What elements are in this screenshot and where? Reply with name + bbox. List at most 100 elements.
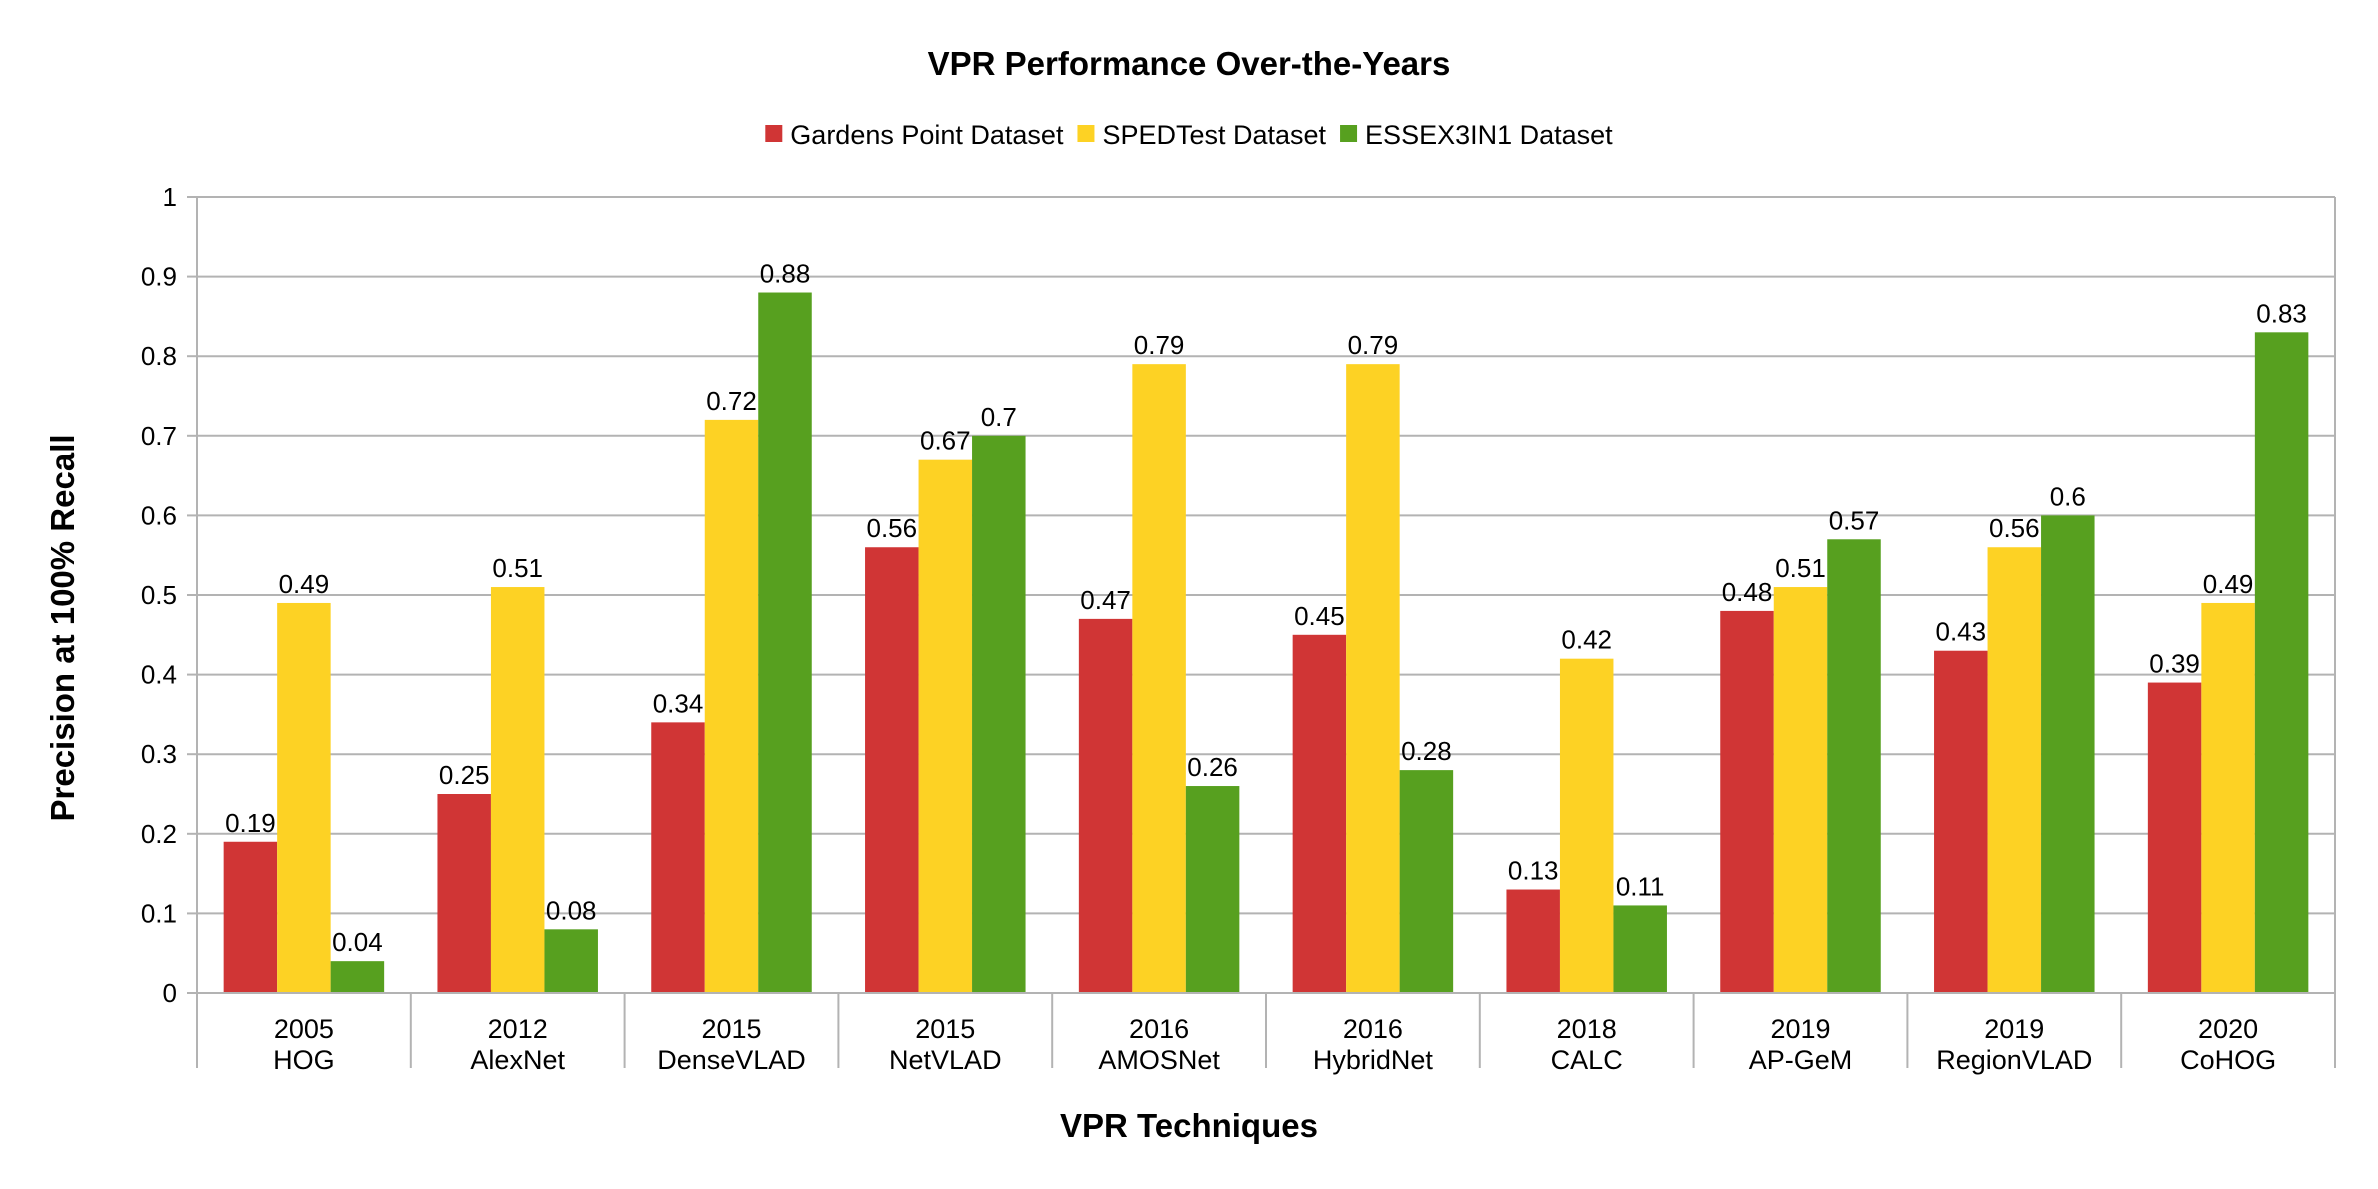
data-label: 0.48 xyxy=(1722,577,1773,607)
bar xyxy=(330,961,385,993)
legend-swatch xyxy=(765,125,783,142)
x-category-name: AMOSNet xyxy=(1098,1045,1220,1075)
y-tick-label: 0.7 xyxy=(141,421,177,451)
x-category-year: 2016 xyxy=(1129,1014,1189,1044)
data-label: 0.6 xyxy=(2050,481,2086,511)
data-label: 0.47 xyxy=(1080,585,1131,615)
x-category-year: 2016 xyxy=(1343,1014,1403,1044)
x-category-name: NetVLAD xyxy=(889,1045,1002,1075)
data-label: 0.45 xyxy=(1294,601,1345,631)
x-category-year: 2012 xyxy=(488,1014,548,1044)
y-tick-label: 0.8 xyxy=(141,341,177,371)
data-label: 0.79 xyxy=(1348,330,1399,360)
data-label: 0.04 xyxy=(332,927,383,957)
legend-label: Gardens Point Dataset xyxy=(790,120,1064,150)
y-axis-ticks: 0 0.1 0.2 0.3 0.4 0.5 0.6 0.7 0.8 0.9 1 xyxy=(141,182,177,1008)
x-category-year: 2005 xyxy=(274,1014,334,1044)
data-label: 0.72 xyxy=(706,386,757,416)
bar xyxy=(1720,610,1774,993)
legend-label: ESSEX3IN1 Dataset xyxy=(1365,120,1613,150)
y-tick-label: 0.9 xyxy=(141,262,177,292)
bar xyxy=(972,435,1026,993)
data-label: 0.49 xyxy=(2203,569,2254,599)
data-label: 0.7 xyxy=(981,402,1017,432)
bar xyxy=(1346,364,1400,993)
bar xyxy=(1185,786,1240,993)
bar xyxy=(1559,658,1614,993)
x-category-name: RegionVLAD xyxy=(1936,1045,2092,1075)
bar xyxy=(277,602,331,993)
y-tick-label: 0 xyxy=(163,978,177,1008)
y-axis-title: Precision at 100% Recall xyxy=(44,434,81,821)
bar xyxy=(2041,515,2095,993)
x-category-year: 2019 xyxy=(1984,1014,2044,1044)
bar xyxy=(1132,364,1186,993)
x-category-name: AP-GeM xyxy=(1749,1045,1853,1075)
x-category-name: CoHOG xyxy=(2180,1045,2276,1075)
data-label: 0.43 xyxy=(1935,617,1986,647)
data-label: 0.88 xyxy=(760,259,811,289)
bar xyxy=(2147,682,2202,993)
data-label: 0.51 xyxy=(492,553,543,583)
bar xyxy=(758,292,812,993)
bar xyxy=(1773,587,1828,993)
legend-item: ESSEX3IN1 Dataset xyxy=(1340,120,1613,150)
bar xyxy=(2201,602,2255,993)
legend-swatch xyxy=(1077,125,1095,142)
y-tick-label: 0.5 xyxy=(141,580,177,610)
data-label: 0.39 xyxy=(2149,649,2200,679)
data-label: 0.11 xyxy=(1616,871,1665,901)
x-category-year: 2020 xyxy=(2198,1014,2258,1044)
gridlines xyxy=(187,196,2335,994)
data-label: 0.13 xyxy=(1508,856,1559,886)
data-label: 0.08 xyxy=(546,895,597,925)
data-label: 0.79 xyxy=(1134,330,1185,360)
y-tick-label: 0.2 xyxy=(141,819,177,849)
bar xyxy=(918,459,973,993)
x-axis-categories: 2005HOG2012AlexNet2015DenseVLAD2015NetVL… xyxy=(273,1014,2276,1075)
legend-item: Gardens Point Dataset xyxy=(765,120,1064,150)
data-label: 0.42 xyxy=(1561,625,1612,655)
x-category-name: HOG xyxy=(273,1045,335,1075)
bar xyxy=(1292,634,1347,993)
y-tick-label: 1 xyxy=(163,182,177,212)
data-label: 0.26 xyxy=(1187,752,1238,782)
bar xyxy=(1506,889,1560,993)
data-label: 0.57 xyxy=(1829,505,1880,535)
bar xyxy=(437,794,491,993)
data-label: 0.34 xyxy=(653,688,704,718)
bar xyxy=(1934,650,1988,993)
data-label: 0.56 xyxy=(1989,513,2040,543)
axes xyxy=(196,197,2336,1068)
data-label: 0.56 xyxy=(866,513,917,543)
legend: Gardens Point Dataset SPEDTest Dataset ESS… xyxy=(765,120,1613,150)
legend-label: SPEDTest Dataset xyxy=(1102,120,1326,150)
data-label: 0.51 xyxy=(1775,553,1826,583)
legend-item: SPEDTest Dataset xyxy=(1077,120,1327,150)
x-category-year: 2015 xyxy=(915,1014,975,1044)
bar xyxy=(1613,905,1667,993)
bar xyxy=(1399,770,1454,993)
y-tick-label: 0.6 xyxy=(141,500,177,530)
data-label: 0.49 xyxy=(279,569,330,599)
data-labels: 0.19 0.25 0.34 0.56 0.47 0.45 0.13 0.48 0.43 0.39… xyxy=(225,259,2307,958)
bar xyxy=(865,547,919,993)
bar xyxy=(651,722,705,993)
y-tick-label: 0.1 xyxy=(141,898,177,928)
data-label: 0.67 xyxy=(920,426,971,456)
bar xyxy=(1987,547,2042,993)
data-label: 0.25 xyxy=(439,760,490,790)
y-tick-label: 0.3 xyxy=(141,739,177,769)
x-category-year: 2018 xyxy=(1557,1014,1617,1044)
x-category-name: AlexNet xyxy=(470,1045,565,1075)
x-axis-title: VPR Techniques xyxy=(1060,1107,1318,1144)
bar xyxy=(490,587,545,993)
data-label: 0.83 xyxy=(2256,298,2307,328)
x-category-name: CALC xyxy=(1551,1045,1623,1075)
legend-swatch xyxy=(1340,125,1358,142)
x-category-name: HybridNet xyxy=(1313,1045,1434,1075)
data-label: 0.19 xyxy=(225,808,276,838)
bar xyxy=(2254,332,2309,993)
data-label: 0.28 xyxy=(1401,736,1452,766)
